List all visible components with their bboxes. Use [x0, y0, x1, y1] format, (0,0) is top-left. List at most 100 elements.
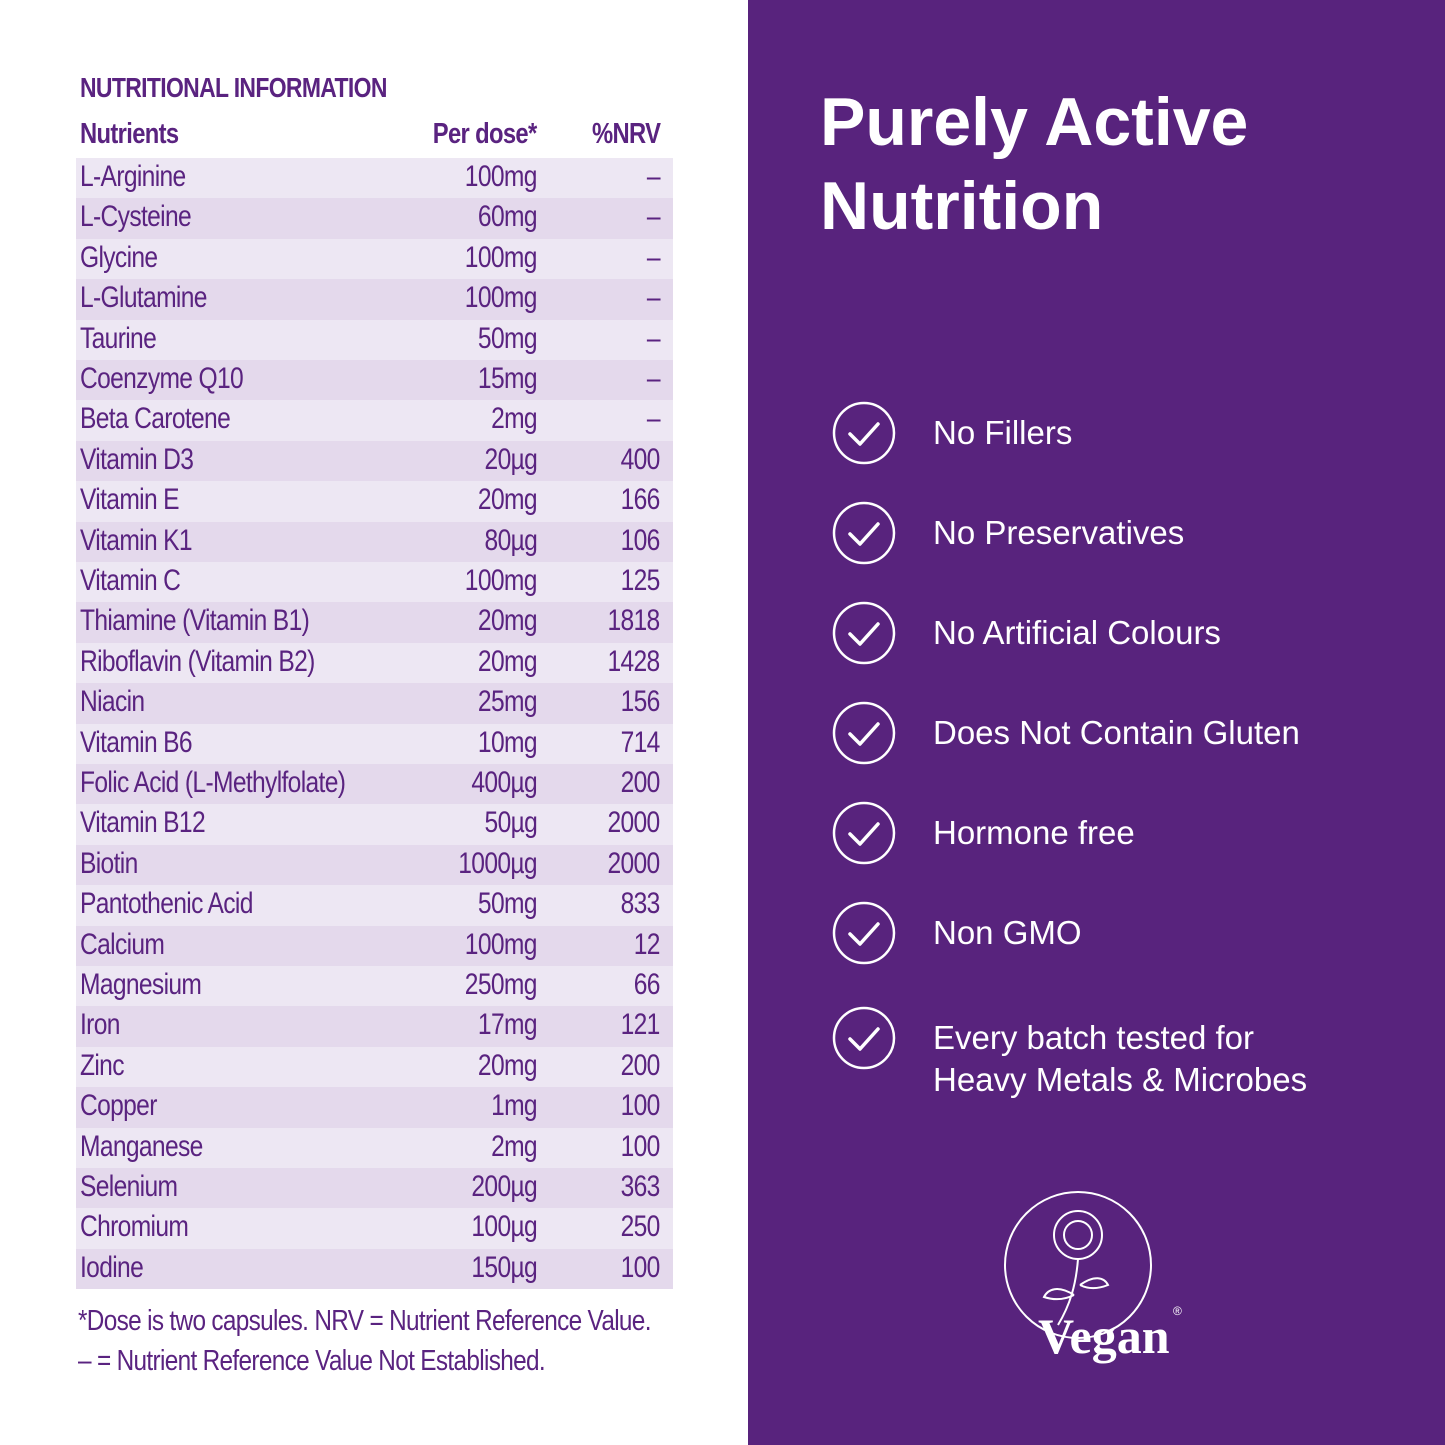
check-circle [832, 701, 896, 765]
check-icon [832, 1006, 896, 1070]
nrv: – [646, 281, 661, 315]
nutrient-name: Selenium [80, 1170, 178, 1203]
nutrient-name: Riboflavin (Vitamin B2) [80, 644, 315, 678]
nutrient-name: Vitamin C [80, 564, 181, 597]
table-row: Coenzyme Q10 15mg – [76, 360, 673, 401]
check-mark [848, 622, 880, 646]
nrv: 66 [633, 968, 661, 1001]
nrv: 200 [620, 766, 661, 799]
nutrient-name: L-Glutamine [80, 281, 207, 315]
nutrient-name: Vitamin K1 [80, 523, 193, 557]
per-dose: 50µg [484, 806, 537, 840]
nrv: 156 [620, 685, 661, 719]
table-row: Thiamine (Vitamin B1) 20mg 1818 [76, 602, 673, 643]
nutrient-name: Taurine [80, 321, 157, 355]
table-row: L-Glutamine 100mg – [76, 279, 673, 320]
table-row: Biotin 1000µg 2000 [76, 844, 673, 886]
check-circle [832, 901, 896, 965]
check-mark [848, 722, 880, 746]
check-icon [832, 701, 896, 765]
nutrient-name: Beta Carotene [80, 402, 231, 436]
check-icon [832, 501, 896, 565]
footnote: *Dose is two capsules. NRV = Nutrient Re… [78, 1305, 651, 1337]
nrv: 714 [620, 725, 661, 759]
table-row: L-Cysteine 60mg – [76, 198, 673, 239]
nrv: – [646, 362, 661, 395]
table-row: Vitamin K1 80µg 106 [76, 521, 673, 562]
claim: No Fillers [933, 412, 1072, 454]
check-circle [832, 501, 896, 565]
check-circle [832, 801, 896, 865]
table-row: Vitamin C 100mg 125 [76, 562, 673, 603]
nutrient-name: Thiamine (Vitamin B1) [80, 604, 310, 638]
claims-panel: Purely Active Nutrition No Fillers No Pre… [748, 0, 1445, 1445]
check-mark [848, 1027, 880, 1051]
per-dose: 20µg [484, 442, 537, 476]
nutrient-name: Copper [80, 1089, 157, 1123]
table-row: Zinc 20mg 200 [76, 1046, 673, 1088]
table-title: NUTRITIONAL INFORMATION [80, 72, 387, 103]
table-row: Iodine 150µg 100 [76, 1248, 673, 1290]
nutrient-name: Zinc [80, 1048, 125, 1082]
nrv: 106 [620, 523, 661, 557]
per-dose: 20mg [478, 604, 538, 638]
nrv: 400 [620, 442, 661, 476]
nrv: 363 [620, 1170, 661, 1203]
per-dose: 250mg [465, 968, 538, 1001]
nrv: 166 [620, 483, 661, 517]
nrv: 250 [620, 1210, 661, 1244]
table-row: Vitamin B12 50µg 2000 [76, 804, 673, 845]
table-row: Copper 1mg 100 [76, 1087, 673, 1128]
table-row: Glycine 100mg – [76, 238, 673, 280]
column-header: Nutrients [80, 118, 179, 150]
nutrient-name: Calcium [80, 927, 165, 961]
check-circle [832, 1006, 896, 1070]
per-dose: 60mg [478, 200, 538, 234]
nrv: 100 [620, 1089, 661, 1123]
nutrient-name: Vitamin B6 [80, 725, 193, 759]
check-mark [848, 922, 880, 946]
table-row: Beta Carotene 2mg – [76, 400, 673, 441]
nutrient-name: Niacin [80, 685, 145, 719]
table-row: Niacin 25mg 156 [76, 683, 673, 724]
table-row: Iron 17mg 121 [76, 1006, 673, 1047]
table-row: Chromium 100µg 250 [76, 1208, 673, 1249]
claim-line: Does Not Contain Gluten [933, 714, 1300, 751]
per-dose: 1mg [491, 1089, 538, 1123]
claim: No Artificial Colours [933, 612, 1221, 654]
nrv: – [646, 402, 661, 436]
per-dose: 80µg [484, 523, 537, 557]
table-row: Selenium 200µg 363 [76, 1168, 673, 1209]
check-circle [832, 601, 896, 665]
vegan-logo: Vegan ® [1004, 1191, 1182, 1364]
per-dose: 20mg [478, 644, 538, 678]
column-header: Per dose* [433, 118, 537, 150]
nutrient-name: Glycine [80, 240, 158, 274]
per-dose: 25mg [478, 685, 538, 719]
per-dose: 2mg [491, 1129, 538, 1163]
nutrient-name: Folic Acid (L-Methylfolate) [80, 766, 346, 799]
nutrient-name: Pantothenic Acid [80, 887, 253, 921]
nutrient-name: Magnesium [80, 968, 202, 1001]
nrv: 100 [620, 1129, 661, 1163]
check-circle [832, 401, 896, 465]
nutrient-name: Vitamin D3 [80, 442, 194, 476]
per-dose: 2mg [491, 402, 538, 436]
nutrient-name: Iodine [80, 1250, 144, 1284]
table-row: Calcium 100mg 12 [76, 925, 673, 966]
claim-line: No Fillers [933, 414, 1073, 451]
per-dose: 1000µg [458, 846, 537, 880]
per-dose: 150µg [471, 1250, 537, 1284]
nrv: – [646, 321, 661, 355]
column-header: %NRV [591, 118, 661, 150]
title-line: Purely Active [820, 84, 1249, 160]
nutrient-name: L-Cysteine [80, 200, 192, 234]
table-row: Magnesium 250mg 66 [76, 966, 673, 1007]
per-dose: 10mg [478, 725, 538, 759]
per-dose: 50mg [478, 321, 538, 355]
per-dose: 20mg [478, 483, 538, 517]
nrv: 121 [620, 1008, 661, 1042]
nutrient-name: L-Arginine [80, 160, 186, 193]
claim: Every batch tested for Heavy Metals & Mic… [933, 1017, 1307, 1101]
nrv: – [646, 160, 661, 193]
